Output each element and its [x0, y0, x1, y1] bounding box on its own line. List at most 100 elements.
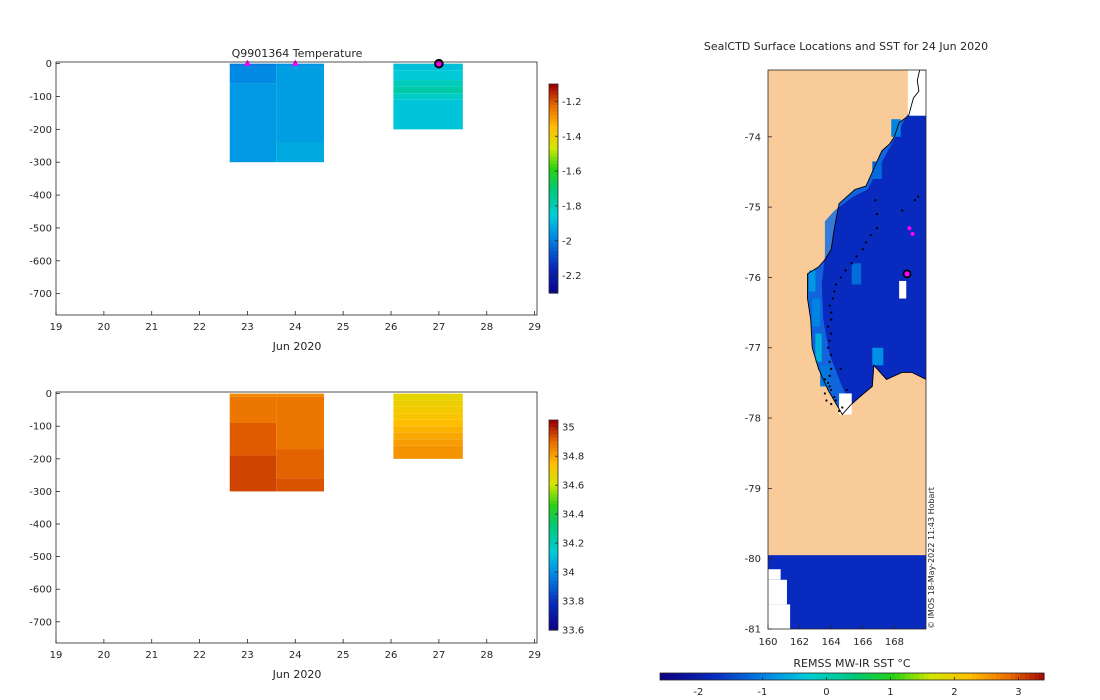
- track-point: [830, 388, 833, 392]
- x-tick-label: 19: [50, 322, 63, 333]
- colorbar-step: [1005, 673, 1011, 680]
- colorbar-step: [549, 444, 558, 449]
- colorbar-step: [549, 493, 558, 498]
- colorbar-step: [684, 673, 690, 680]
- colorbar-step: [549, 268, 558, 273]
- colorbar-step: [549, 209, 558, 214]
- colorbar-step: [895, 673, 901, 680]
- colorbar-tick-label: -1: [757, 687, 767, 698]
- y-tick-label: -600: [29, 256, 52, 267]
- y-axis: 0 -100 -200 -300 -400 -500 -600 -700: [29, 59, 60, 300]
- colorbar-tick-label: -2: [693, 687, 703, 698]
- colorbar-step: [549, 150, 558, 155]
- x-axis-label: Jun 2020: [272, 668, 322, 681]
- sst-colorbar-label: REMSS MW-IR SST °C: [793, 657, 911, 670]
- colorbar-step: [549, 104, 558, 109]
- colorbar-step: [549, 448, 558, 453]
- track-point: [869, 234, 872, 237]
- no-data-cell: [768, 569, 781, 580]
- section-cell: [276, 63, 325, 67]
- track-point: [830, 311, 833, 314]
- colorbar-step: [717, 673, 723, 680]
- colorbar-step: [549, 181, 558, 186]
- colorbar-step: [549, 511, 558, 516]
- colorbar-step: [549, 219, 558, 224]
- x-tick-label: 23: [241, 322, 254, 333]
- colorbar-step: [549, 479, 558, 484]
- colorbar-step: [885, 673, 891, 680]
- colorbar-step: [996, 673, 1002, 680]
- profile-marker: [291, 59, 299, 66]
- colorbar-step: [708, 673, 714, 680]
- colorbar-step: [1020, 673, 1026, 680]
- colorbar-step: [549, 458, 558, 463]
- y-tick-label: -81: [745, 625, 761, 636]
- track-point: [828, 304, 831, 307]
- colorbar-step: [549, 167, 558, 172]
- colorbar-step: [549, 563, 558, 568]
- x-tick-label: 24: [289, 650, 302, 661]
- colorbar-step: [549, 90, 558, 96]
- colorbar-step: [549, 251, 558, 256]
- y-tick-label: -500: [29, 223, 52, 234]
- profile-marker: [910, 231, 915, 236]
- colorbar-step: [549, 507, 558, 512]
- temperature-colorbar: -1.2 -1.4 -1.6 -1.8 -2 -2.2: [548, 83, 582, 294]
- profile-marker: [907, 226, 912, 231]
- colorbar-step: [549, 286, 558, 291]
- colorbar-step: [549, 233, 558, 238]
- colorbar-tick-label: 34.8: [562, 452, 584, 463]
- colorbar-step: [549, 518, 558, 523]
- track-point: [834, 399, 838, 402]
- x-tick-label: 26: [385, 650, 398, 661]
- colorbar-step: [780, 673, 786, 680]
- colorbar-step: [933, 673, 939, 680]
- track-point: [833, 290, 836, 293]
- current-profile-marker: [434, 58, 444, 69]
- colorbar-step: [674, 673, 680, 680]
- section-cell: [276, 142, 325, 163]
- colorbar-step: [549, 451, 558, 456]
- colorbar-step: [775, 673, 781, 680]
- sst-cell: [851, 263, 862, 285]
- colorbar-step: [991, 673, 997, 680]
- colorbar-step: [549, 139, 558, 144]
- colorbar-step: [549, 247, 558, 252]
- colorbar-tick-label: 33.6: [562, 626, 584, 637]
- colorbar-step: [549, 223, 558, 228]
- colorbar-step: [549, 476, 558, 481]
- colorbar-step: [549, 275, 558, 280]
- x-tick-label: 25: [337, 650, 350, 661]
- section-cell: [393, 426, 463, 433]
- x-axis: 19 20 21 22 23 24 25 26 27 28 29: [50, 311, 541, 333]
- colorbar-step: [549, 588, 558, 593]
- colorbar-step: [549, 164, 558, 169]
- colorbar-step: [928, 673, 935, 680]
- colorbar-tick-label: -2: [562, 236, 572, 247]
- track-point: [845, 388, 849, 392]
- colorbar-step: [549, 87, 558, 92]
- colorbar-step: [549, 125, 558, 130]
- y-tick-label: 0: [46, 389, 52, 400]
- colorbar-step: [549, 553, 558, 558]
- colorbar-step: [549, 469, 558, 474]
- y-tick-label: -100: [29, 422, 52, 433]
- colorbar-step: [549, 178, 558, 183]
- colorbar-step: [981, 673, 987, 680]
- colorbar-step: [549, 549, 558, 554]
- colorbar-step: [549, 122, 558, 127]
- y-tick-label: -600: [29, 585, 52, 596]
- colorbar-step: [549, 195, 558, 200]
- colorbar-step: [986, 673, 992, 680]
- colorbar-step: [549, 577, 558, 582]
- colorbar-step: [760, 673, 767, 680]
- nearshore-sst: [807, 70, 926, 415]
- track-point: [917, 195, 920, 198]
- colorbar-step: [549, 94, 558, 99]
- credit-text: © IMOS 18-May-2022 11:43 Hobart: [927, 487, 936, 629]
- track-point: [825, 399, 828, 402]
- colorbar-tick-label: 34.6: [562, 481, 584, 492]
- track-point: [864, 241, 868, 244]
- x-tick-label: 19: [50, 650, 63, 661]
- longitude-axis: 160 162 164 166 168: [758, 625, 904, 648]
